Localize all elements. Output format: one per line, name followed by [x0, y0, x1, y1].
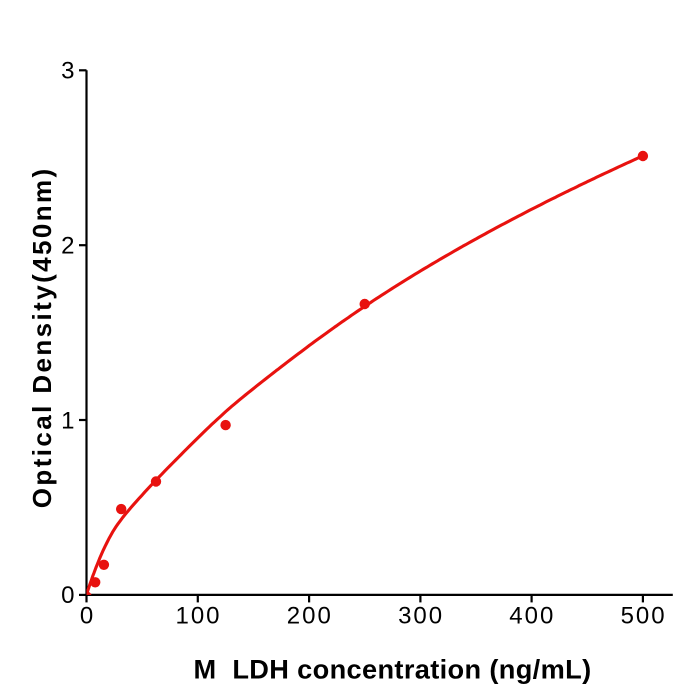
svg-text:100: 100	[175, 603, 221, 630]
svg-text:Optical Density(450nm): Optical Density(450nm)	[27, 166, 57, 508]
svg-text:500: 500	[621, 603, 667, 630]
svg-text:3: 3	[61, 58, 74, 85]
svg-text:300: 300	[398, 603, 444, 630]
svg-text:0: 0	[61, 582, 74, 609]
svg-text:400: 400	[509, 603, 555, 630]
svg-text:M LDH concentration (ng/mL): M LDH concentration (ng/mL)	[194, 653, 592, 684]
svg-text:200: 200	[287, 603, 333, 630]
svg-text:2: 2	[61, 233, 74, 260]
svg-text:1: 1	[61, 407, 74, 434]
svg-text:0: 0	[80, 603, 93, 630]
